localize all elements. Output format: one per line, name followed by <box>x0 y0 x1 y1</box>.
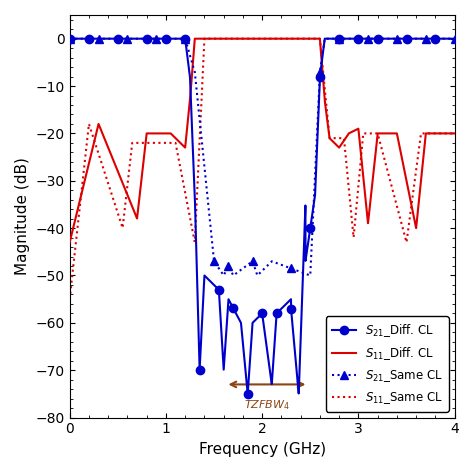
X-axis label: Frequency (GHz): Frequency (GHz) <box>199 442 326 457</box>
Y-axis label: Magnitude (dB): Magnitude (dB) <box>15 157 30 275</box>
Legend: $S_{21}$_Diff. CL, $S_{11}$_Diff. CL, $S_{21}$_Same CL, $S_{11}$_Same CL: $S_{21}$_Diff. CL, $S_{11}$_Diff. CL, $S… <box>326 316 449 412</box>
Text: $TZFBW_4$: $TZFBW_4$ <box>244 399 290 413</box>
